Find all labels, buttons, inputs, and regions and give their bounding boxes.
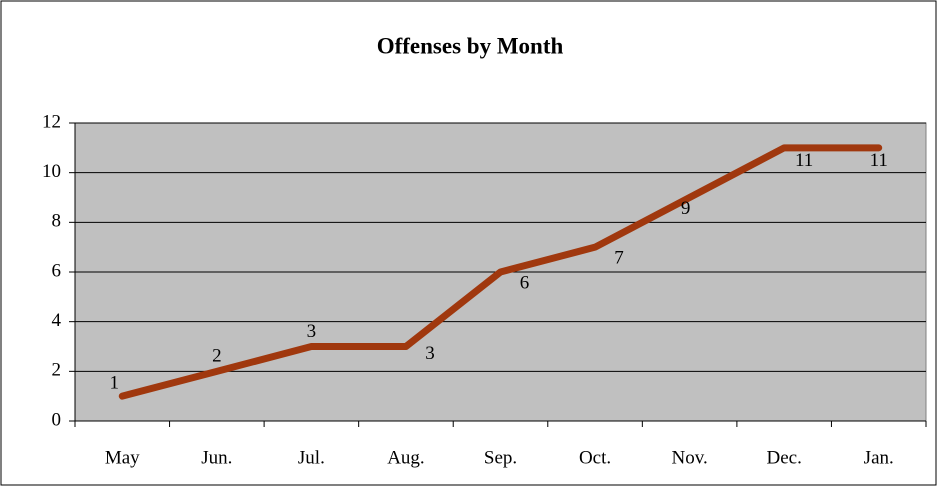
data-label: 9 (681, 198, 691, 219)
x-tick-label: Jun. (201, 447, 232, 468)
y-tick-label: 8 (52, 211, 62, 232)
x-tick-label: May (105, 447, 140, 468)
chart-title: Offenses by Month (377, 33, 564, 58)
x-tick-label: Jan. (864, 447, 894, 468)
y-tick-label: 0 (52, 409, 62, 430)
y-tick-label: 2 (52, 360, 62, 381)
data-label: 6 (520, 272, 530, 293)
data-label: 3 (425, 343, 435, 364)
data-label: 11 (795, 150, 813, 171)
x-tick-label: Nov. (671, 447, 707, 468)
x-tick-label: Oct. (579, 447, 611, 468)
y-tick-label: 6 (52, 260, 62, 281)
x-tick-label: Sep. (484, 447, 517, 468)
y-tick-label: 12 (42, 111, 61, 132)
data-line (118, 144, 883, 400)
y-tick-label: 10 (42, 161, 61, 182)
x-tick-label: Dec. (766, 447, 801, 468)
data-label: 7 (614, 248, 624, 269)
data-label: 1 (110, 373, 120, 394)
data-label: 11 (870, 150, 888, 171)
x-tick-label: Jul. (298, 447, 325, 468)
data-label: 3 (307, 321, 317, 342)
y-tick-label: 4 (52, 310, 62, 331)
data-label: 2 (212, 346, 222, 367)
x-tick-label: Aug. (387, 447, 424, 468)
